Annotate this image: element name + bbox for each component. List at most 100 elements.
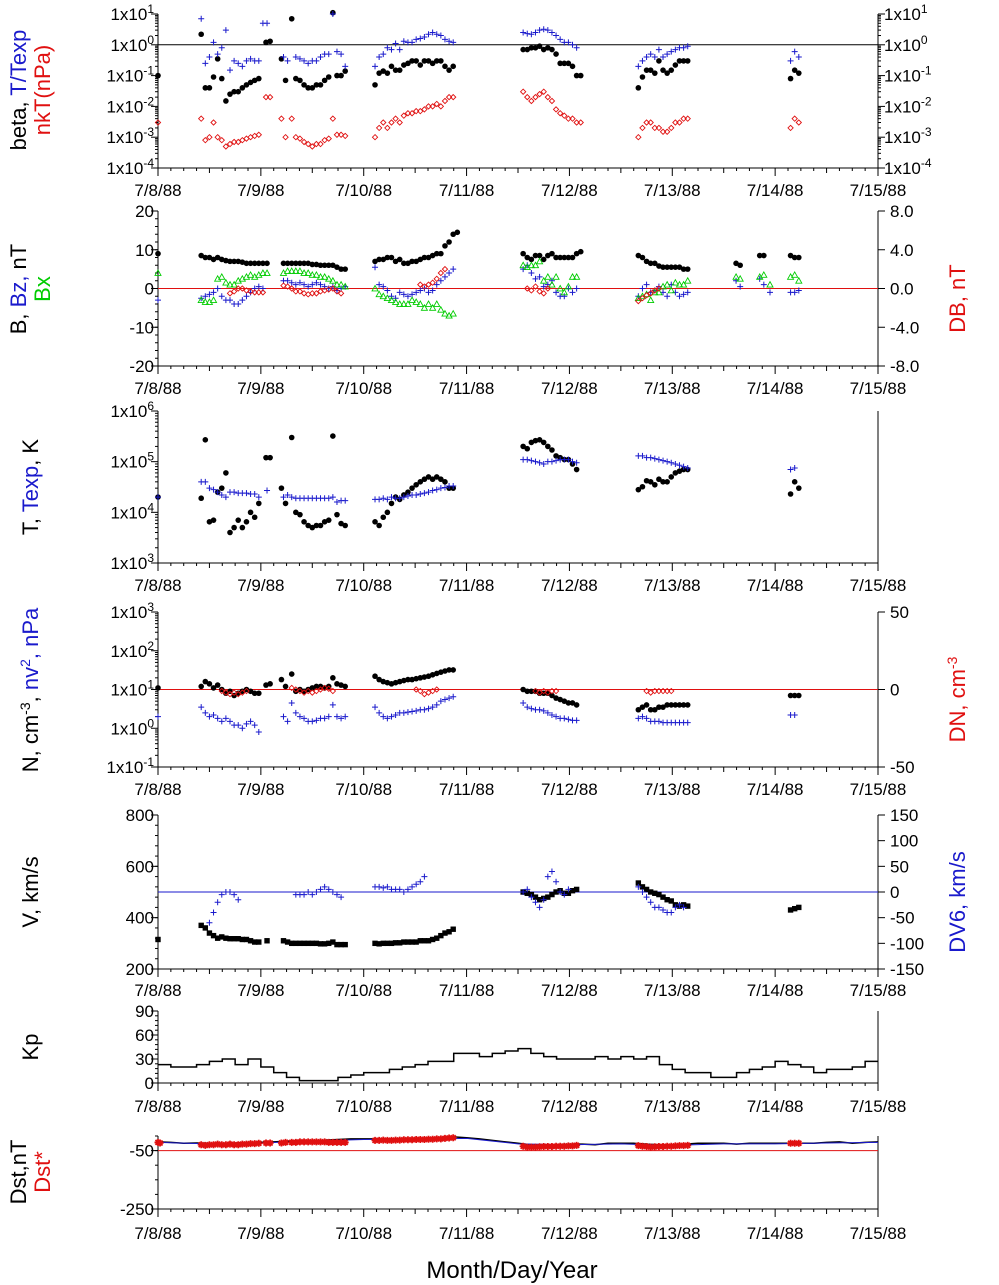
point-DB — [300, 290, 308, 297]
point-V — [214, 935, 221, 941]
point-nkT(nPa) — [528, 97, 535, 105]
point-B — [321, 262, 328, 269]
point-DV6 — [305, 889, 312, 895]
point-B — [446, 239, 452, 245]
point-DB — [655, 285, 663, 292]
point-Bx — [283, 267, 292, 274]
point-N — [218, 686, 225, 693]
point-Bx — [308, 271, 317, 278]
point-B — [251, 260, 258, 267]
point-nv2 — [292, 709, 299, 716]
x-tick-label: 7/15/88 — [850, 1097, 907, 1116]
point-N — [255, 690, 262, 697]
point-beta — [325, 74, 332, 80]
point-T — [317, 522, 324, 529]
x-tick-label: 7/15/88 — [850, 379, 907, 398]
panel-Dst: 7/8/88 7/9/88 7/10/88 7/11/88 7/12/88 7/13/88… — [6, 1134, 906, 1243]
point-Bz — [384, 287, 391, 294]
point-nkT(nPa) — [643, 119, 650, 126]
point-DB — [243, 287, 250, 294]
point-Dst* — [292, 1138, 300, 1146]
point-nkT(nPa) — [647, 119, 654, 126]
point-beta — [413, 58, 419, 64]
panel-beta: 7/8/88 7/9/88 7/10/88 7/11/88 7/12/88 7/13/88… — [6, 2, 932, 200]
point-Dst* — [288, 1138, 296, 1146]
point-T — [293, 509, 299, 516]
point-Bx — [568, 272, 577, 280]
point-DV6 — [520, 889, 527, 895]
x-tick-label: 7/14/88 — [747, 379, 804, 398]
x-tick-label: 7/14/88 — [747, 576, 804, 595]
point-V — [289, 940, 295, 947]
point-Dst* — [375, 1136, 383, 1144]
point-Dst* — [449, 1134, 457, 1142]
point-Bx — [535, 257, 544, 265]
y-tick-label-B-1: -10 — [129, 318, 154, 337]
point-DN — [552, 687, 560, 695]
point-DB — [251, 289, 258, 296]
x-tick-label: 7/13/88 — [644, 780, 701, 799]
point-N — [652, 706, 658, 713]
point-Bz — [425, 289, 432, 296]
point-DV6 — [404, 886, 411, 893]
point-Bz — [643, 281, 650, 288]
point-T — [409, 485, 415, 491]
point-Bx — [230, 280, 238, 288]
point-Bx — [766, 280, 774, 288]
point-Dst* — [341, 1138, 349, 1146]
point-DV6 — [413, 881, 420, 888]
point-T — [330, 433, 336, 439]
point-B — [255, 260, 262, 267]
right-y-tick-label: 0 — [890, 883, 899, 902]
y-tick-label-B-2: 0 — [145, 280, 154, 299]
point-T — [540, 439, 547, 446]
point-V — [647, 889, 654, 895]
point-Bx — [424, 300, 433, 307]
point-N — [787, 692, 794, 699]
point-Dst* — [523, 1143, 531, 1151]
point-Texp — [787, 466, 794, 473]
point-DB — [536, 288, 543, 295]
point-DN — [304, 687, 312, 695]
point-Bx — [400, 300, 408, 307]
point-T — [668, 474, 675, 480]
point-T/Texp — [647, 51, 654, 58]
point-DV6 — [544, 873, 551, 880]
point-Bz — [756, 275, 763, 282]
point-nv2 — [251, 722, 258, 729]
y-tick-label-beta-right-1: 1x10-3 — [884, 125, 932, 147]
point-nkT(nPa) — [663, 128, 671, 136]
point-N — [647, 706, 654, 713]
point-nv2 — [255, 729, 262, 736]
point-Dst* — [552, 1142, 560, 1150]
point-Dst* — [226, 1140, 234, 1148]
point-beta — [520, 46, 526, 53]
point-nkT(nPa) — [300, 138, 308, 146]
point-Bz — [767, 289, 773, 296]
point-V — [442, 930, 448, 936]
point-Dst* — [262, 1139, 270, 1147]
point-Dst* — [383, 1136, 391, 1144]
point-Dst* — [277, 1139, 285, 1147]
point-nv2 — [280, 713, 287, 720]
point-B — [668, 264, 675, 270]
point-T/Texp — [329, 11, 336, 17]
point-B — [532, 252, 539, 259]
point-T/Texp — [672, 46, 679, 53]
series-T — [155, 433, 802, 536]
point-beta — [243, 82, 250, 88]
point-V — [413, 939, 419, 945]
point-Dst* — [266, 1139, 274, 1147]
point-nkT(nPa) — [329, 115, 337, 122]
point-DN — [548, 687, 556, 695]
point-V — [284, 939, 291, 945]
point-Bx — [449, 309, 457, 317]
point-nkT(nPa) — [400, 112, 408, 119]
point-Dst* — [238, 1140, 246, 1148]
point-V — [660, 894, 666, 900]
point-T — [210, 517, 217, 523]
point-DV6 — [524, 886, 531, 893]
point-T/Texp — [437, 32, 444, 39]
point-Bx — [375, 290, 383, 298]
right-y-tick-label: -150 — [890, 960, 924, 979]
